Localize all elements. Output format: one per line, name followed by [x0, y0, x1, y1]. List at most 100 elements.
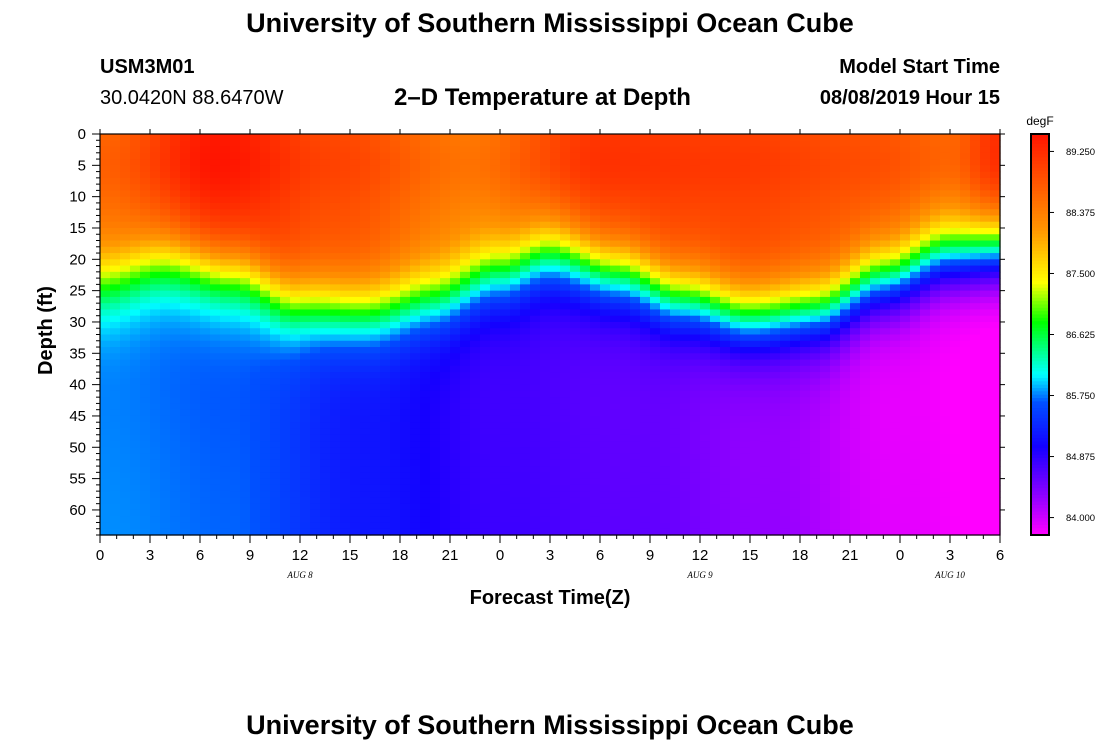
heatmap-cell [120, 259, 131, 267]
heatmap-cell [740, 472, 751, 480]
heatmap-cell [510, 397, 521, 405]
heatmap-cell [750, 309, 761, 317]
heatmap-cell [190, 152, 201, 160]
heatmap-cell [230, 459, 241, 467]
heatmap-cell [240, 227, 251, 235]
heatmap-cell [630, 491, 641, 499]
heatmap-cell [620, 466, 631, 473]
heatmap-cell [660, 378, 671, 386]
heatmap-cell [530, 190, 541, 198]
heatmap-cell [240, 196, 251, 204]
heatmap-cell [800, 484, 811, 492]
heatmap-cell [280, 472, 291, 480]
heatmap-cell [400, 503, 411, 511]
heatmap-cell [420, 378, 431, 386]
heatmap-cell [870, 309, 881, 317]
heatmap-cell [360, 234, 371, 242]
heatmap-cell [670, 190, 681, 198]
heatmap-cell [360, 378, 371, 386]
heatmap-cell [300, 159, 311, 166]
heatmap-cell [210, 284, 221, 292]
heatmap-cell [770, 497, 781, 505]
heatmap-cell [790, 516, 801, 524]
heatmap-cell [530, 359, 541, 367]
heatmap-cell [840, 134, 851, 141]
heatmap-cell [530, 159, 541, 166]
heatmap-cell [870, 278, 881, 285]
heatmap-cell [740, 459, 751, 467]
heatmap-cell [620, 215, 631, 223]
heatmap-cell [290, 278, 301, 285]
heatmap-cell [200, 309, 211, 317]
heatmap-cell [620, 309, 631, 317]
heatmap-cell [300, 378, 311, 386]
heatmap-cell [510, 140, 521, 148]
heatmap-cell [330, 271, 341, 279]
heatmap-cell [610, 328, 621, 336]
heatmap-cell [470, 397, 481, 405]
heatmap-cell [530, 422, 541, 430]
heatmap-cell [470, 134, 481, 141]
heatmap-cell [640, 309, 651, 317]
heatmap-cell [730, 190, 741, 198]
heatmap-cell [820, 528, 831, 536]
heatmap-cell [600, 497, 611, 505]
heatmap-cell [220, 246, 231, 254]
heatmap-cell [300, 271, 311, 279]
heatmap-cell [760, 378, 771, 386]
heatmap-cell [350, 428, 361, 436]
heatmap-cell [570, 165, 581, 173]
heatmap-cell [680, 516, 691, 524]
heatmap-cell [360, 359, 371, 367]
heatmap-cell [860, 528, 871, 536]
heatmap-cell [620, 290, 631, 298]
heatmap-cell [330, 315, 341, 323]
heatmap-cell [240, 152, 251, 160]
heatmap-cell [110, 253, 121, 260]
heatmap-cell [250, 516, 261, 524]
heatmap-cell [190, 271, 201, 279]
heatmap-cell [300, 234, 311, 242]
heatmap-cell [610, 509, 621, 517]
heatmap-cell [360, 409, 371, 417]
heatmap-cell [200, 340, 211, 348]
heatmap-cell [320, 215, 331, 223]
heatmap-cell [410, 265, 421, 273]
heatmap-cell [230, 184, 241, 191]
heatmap-cell [490, 140, 501, 148]
heatmap-cell [410, 447, 421, 455]
heatmap-cell [330, 221, 341, 229]
heatmap-cell [690, 296, 701, 304]
heatmap-cell [450, 484, 461, 492]
heatmap-cell [240, 397, 251, 405]
heatmap-cell [680, 441, 691, 448]
heatmap-cell [590, 259, 601, 267]
heatmap-cell [810, 372, 821, 379]
heatmap-cell [130, 240, 141, 248]
heatmap-cell [720, 265, 731, 273]
heatmap-cell [150, 253, 161, 260]
heatmap-cell [320, 171, 331, 179]
heatmap-cell [310, 177, 321, 185]
heatmap-cell [330, 159, 341, 166]
heatmap-cell [310, 246, 321, 254]
heatmap-cell [350, 353, 361, 361]
heatmap-cell [550, 484, 561, 492]
heatmap-cell [250, 309, 261, 317]
heatmap-cell [330, 428, 341, 436]
heatmap-cell [510, 422, 521, 430]
heatmap-cell [410, 403, 421, 411]
heatmap-cell [850, 528, 861, 536]
heatmap-cell [210, 415, 221, 423]
heatmap-cell [220, 340, 231, 348]
heatmap-cell [100, 441, 111, 448]
heatmap-cell [330, 303, 341, 311]
heatmap-cell [140, 190, 151, 198]
heatmap-cell [850, 378, 861, 386]
heatmap-cell [700, 434, 711, 442]
heatmap-cell [650, 459, 661, 467]
heatmap-cell [140, 347, 151, 354]
heatmap-cell [180, 315, 191, 323]
heatmap-cell [590, 221, 601, 229]
heatmap-cell [620, 296, 631, 304]
